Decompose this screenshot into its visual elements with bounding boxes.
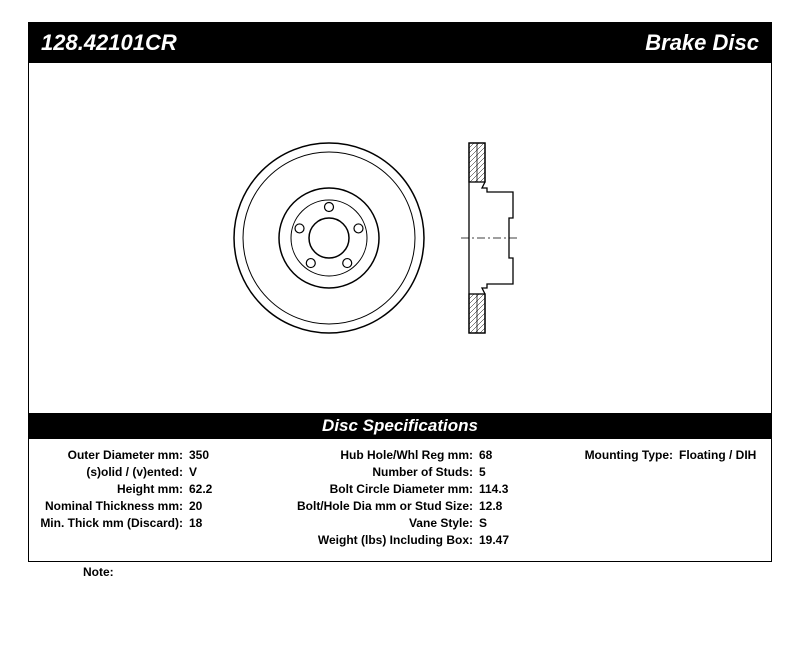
spec-row: Nominal Thickness mm:20 xyxy=(39,498,289,515)
spec-section-title: Disc Specifications xyxy=(322,416,478,435)
spec-value: 62.2 xyxy=(189,481,212,498)
note-row: Note: xyxy=(29,549,771,579)
spec-row: Hub Hole/Whl Reg mm:68 xyxy=(289,447,569,464)
spec-label: Height mm: xyxy=(39,481,189,498)
spec-column-3: Mounting Type:Floating / DIH xyxy=(569,447,761,549)
disc-diagram-svg xyxy=(29,63,773,413)
spec-value: V xyxy=(189,464,197,481)
spec-value: 12.8 xyxy=(479,498,502,515)
spec-row: Number of Studs:5 xyxy=(289,464,569,481)
spec-column-1: Outer Diameter mm:350(s)olid / (v)ented:… xyxy=(39,447,289,549)
part-number: 128.42101CR xyxy=(41,30,177,56)
spec-label: Mounting Type: xyxy=(569,447,679,464)
spec-value: Floating / DIH xyxy=(679,447,756,464)
spec-column-2: Hub Hole/Whl Reg mm:68Number of Studs:5B… xyxy=(289,447,569,549)
spec-sheet-frame: 128.42101CR Brake Disc Disc Specificatio… xyxy=(28,22,772,562)
spec-value: 5 xyxy=(479,464,486,481)
spec-row: Height mm:62.2 xyxy=(39,481,289,498)
spec-value: 350 xyxy=(189,447,209,464)
spec-label: Outer Diameter mm: xyxy=(39,447,189,464)
technical-drawing xyxy=(29,63,771,413)
spec-value: 114.3 xyxy=(479,481,508,498)
spec-value: 19.47 xyxy=(479,532,509,549)
product-type: Brake Disc xyxy=(645,30,759,56)
spec-value: 18 xyxy=(189,515,202,532)
spec-label: Number of Studs: xyxy=(289,464,479,481)
spec-row: Min. Thick mm (Discard):18 xyxy=(39,515,289,532)
spec-label: Min. Thick mm (Discard): xyxy=(39,515,189,532)
header-bar: 128.42101CR Brake Disc xyxy=(29,23,771,63)
spec-row: (s)olid / (v)ented:V xyxy=(39,464,289,481)
spec-section-header: Disc Specifications xyxy=(29,413,771,439)
spec-value: 20 xyxy=(189,498,202,515)
spec-row: Mounting Type:Floating / DIH xyxy=(569,447,761,464)
spec-table: Outer Diameter mm:350(s)olid / (v)ented:… xyxy=(29,439,771,549)
spec-row: Bolt Circle Diameter mm:114.3 xyxy=(289,481,569,498)
spec-label: Bolt/Hole Dia mm or Stud Size: xyxy=(289,498,479,515)
spec-row: Weight (lbs) Including Box:19.47 xyxy=(289,532,569,549)
spec-label: Hub Hole/Whl Reg mm: xyxy=(289,447,479,464)
spec-value: S xyxy=(479,515,487,532)
spec-label: Nominal Thickness mm: xyxy=(39,498,189,515)
spec-label: (s)olid / (v)ented: xyxy=(39,464,189,481)
spec-row: Vane Style:S xyxy=(289,515,569,532)
spec-row: Bolt/Hole Dia mm or Stud Size:12.8 xyxy=(289,498,569,515)
spec-value: 68 xyxy=(479,447,492,464)
note-label: Note: xyxy=(83,565,114,579)
spec-row: Outer Diameter mm:350 xyxy=(39,447,289,464)
spec-label: Bolt Circle Diameter mm: xyxy=(289,481,479,498)
spec-label: Weight (lbs) Including Box: xyxy=(289,532,479,549)
spec-label: Vane Style: xyxy=(289,515,479,532)
